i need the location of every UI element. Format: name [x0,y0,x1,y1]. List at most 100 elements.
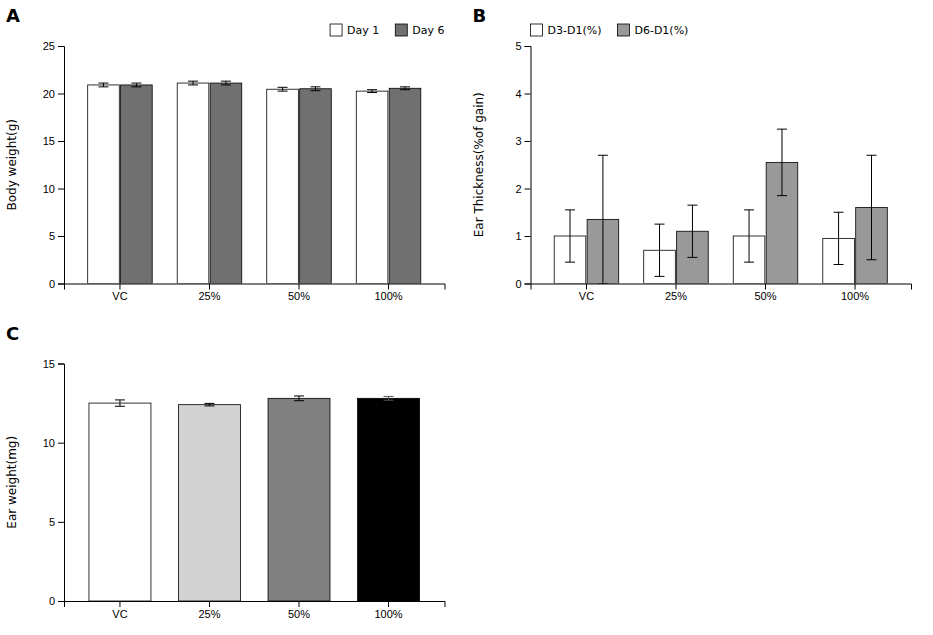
error-bar [744,210,754,262]
tick: VC [112,284,127,303]
error-bar [131,83,141,87]
tick-mark [586,284,587,290]
error-bar [565,210,575,262]
tick-mark [58,94,64,95]
bar [121,85,153,284]
bar-series [554,210,854,284]
bar [89,403,151,601]
tick-label: 25 [43,40,55,52]
tick-mark [388,284,389,290]
legend: Day 1 Day 6 [330,24,444,37]
tick-mark [58,364,64,365]
tick-mark [299,601,300,607]
panel-label: B [473,5,487,26]
tick: 5 [515,40,530,52]
tick: 100% [374,601,402,620]
error-bar [400,87,410,90]
legend-item: D3-D1(%) [531,24,602,37]
tick-label: 3 [515,135,521,147]
tick-label: 100% [374,608,402,620]
tick: 25% [198,284,220,303]
tick-label: 2 [515,183,521,195]
bar [358,398,420,601]
tick-label: 25% [198,290,220,302]
bar [268,398,330,601]
error-bar [777,129,787,196]
error-bar [834,212,844,264]
tick-label: 5 [515,40,521,52]
y-axis: 0510152025 [43,40,65,290]
tick: 4 [515,88,530,100]
tick: 1 [515,230,530,242]
tick: 3 [515,135,530,147]
tick: 0 [49,278,64,290]
plot-area [88,81,421,283]
bar [88,85,120,284]
error-bar [115,400,125,406]
x-axis: VC 25% 50% 100% [65,284,446,303]
tick-label: VC [579,290,594,302]
error-bar [204,403,214,406]
tick-label: VC [112,608,127,620]
tick-mark [525,141,531,142]
axis-line [65,284,446,290]
error-bar [294,396,304,401]
tick-mark [119,601,120,607]
tick-mark [209,601,210,607]
bar-series [88,81,388,283]
tick-mark [525,189,531,190]
y-axis: 0 1 2 3 4 5 [515,40,531,290]
tick-label: 1 [515,230,521,242]
error-bar [221,81,231,85]
tick: 0 [49,595,64,607]
bar [300,89,332,284]
tick: 20 [43,88,64,100]
tick-label: 0 [49,278,55,290]
error-bar [384,396,394,400]
tick: 50% [288,284,310,303]
tick: VC [112,601,127,620]
tick: 25% [665,284,687,303]
axis-line [58,364,65,602]
tick-mark [119,284,120,290]
tick-mark [58,284,64,285]
panel-label: A [6,5,20,26]
tick-label: 25% [198,608,220,620]
axis-line [525,47,532,285]
error-bar [98,83,108,87]
legend-swatch [531,24,543,36]
tick: 50% [754,284,776,303]
panel: 051015VC25%50%100%Ear weight(mg)C [5,323,445,620]
bar-series [587,129,887,283]
tick-mark [525,94,531,95]
tick-label: VC [112,290,127,302]
bar-series [89,396,420,601]
tick: 25 [43,40,64,52]
tick: 100% [374,284,402,303]
panel: 012345VC25%50%100%Ear Thickness(%of gain… [472,5,912,302]
error-bar [687,205,697,257]
tick-label: 20 [43,88,55,100]
error-bar [278,87,288,91]
tick-mark [58,601,64,602]
plot-area [554,129,887,283]
tick-mark [675,284,676,290]
tick-label: 4 [515,88,521,100]
axis-line [531,284,912,290]
tick: 10 [43,437,64,449]
tick-mark [525,46,531,47]
tick: 15 [43,135,64,147]
error-bar [310,87,320,91]
tick-mark [765,284,766,290]
x-axis: VC25%50%100% [65,601,446,620]
plot-area [89,396,420,601]
error-bar [188,81,198,85]
legend-label: Day 6 [412,24,444,37]
legend-label: D6-D1(%) [634,24,688,37]
tick-label: 25% [665,290,687,302]
tick: 0 [515,278,530,290]
tick-label: 50% [754,290,776,302]
tick-mark [388,601,389,607]
axis-title: Ear weight(mg) [5,436,19,529]
legend-label: Day 1 [347,24,379,37]
